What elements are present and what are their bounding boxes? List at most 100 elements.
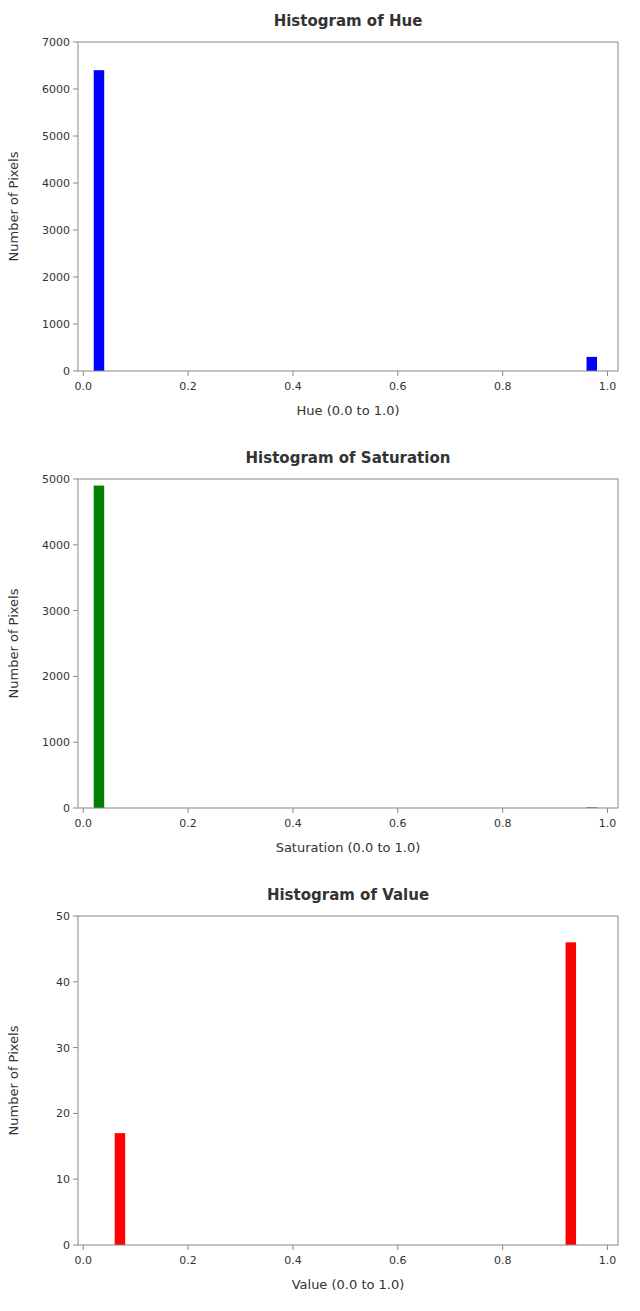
y-tick-label: 2000 [42,271,70,284]
y-tick-label: 0 [63,1239,70,1252]
y-tick [73,1047,78,1048]
x-tick [83,808,84,813]
x-tick [397,371,398,376]
x-tick [502,808,503,813]
x-tick-label: 0.4 [284,380,302,393]
x-tick-label: 0.0 [74,380,92,393]
y-tick-label: 3000 [42,224,70,237]
histogram-bar [94,486,104,808]
x-tick [607,808,608,813]
y-tick-label: 1000 [42,736,70,749]
y-tick [73,981,78,982]
y-axis-label: Number of Pixels [6,151,21,261]
title: Histogram of Saturation [246,449,451,467]
x-tick-label: 0.4 [284,817,302,830]
y-tick [73,1245,78,1246]
x-tick [292,371,293,376]
y-tick [73,610,78,611]
y-axis-label: Number of Pixels [6,1025,21,1135]
x-tick-label: 0.0 [74,1254,92,1267]
x-tick [502,1245,503,1250]
y-tick-label: 6000 [42,83,70,96]
x-axis-label: Hue (0.0 to 1.0) [297,403,400,418]
y-tick [73,916,78,917]
title: Histogram of Value [267,886,429,904]
plot-frame [78,42,618,371]
bars [115,942,576,1245]
y-tick-label: 2000 [42,670,70,683]
y-tick [73,1179,78,1180]
bars [94,70,597,371]
x-axis-label: Saturation (0.0 to 1.0) [276,840,421,855]
y-tick-label: 5000 [42,130,70,143]
x-tick [83,371,84,376]
bars [94,486,597,808]
y-tick-label: 0 [63,365,70,378]
y-tick [73,544,78,545]
x-tick [292,808,293,813]
figure: Histogram of Hue0.00.20.40.60.81.0010002… [0,0,640,1311]
x-tick-label: 0.2 [179,380,197,393]
y-tick-label: 3000 [42,605,70,618]
y-tick [73,808,78,809]
plot-frame [78,479,618,808]
y-tick [73,42,78,43]
y-axis-label: Number of Pixels [6,588,21,698]
x-tick [607,1245,608,1250]
y-tick [73,89,78,90]
x-tick-label: 0.2 [179,817,197,830]
histogram-bar [115,1133,125,1245]
x-tick [188,1245,189,1250]
x-tick-label: 0.2 [179,1254,197,1267]
x-tick [397,1245,398,1250]
x-tick-label: 0.6 [389,380,407,393]
y-tick [73,479,78,480]
y-tick [73,676,78,677]
y-tick-label: 10 [56,1173,70,1186]
x-tick [607,371,608,376]
x-tick [188,371,189,376]
x-tick-label: 0.8 [494,817,512,830]
y-tick [73,277,78,278]
histogram-bar [94,70,104,371]
x-tick [292,1245,293,1250]
y-tick-label: 40 [56,976,70,989]
x-axis-label: Value (0.0 to 1.0) [292,1277,405,1292]
y-tick-label: 7000 [42,36,70,49]
y-tick-label: 20 [56,1107,70,1120]
x-tick-label: 1.0 [599,1254,617,1267]
x-tick-label: 1.0 [599,817,617,830]
y-tick-label: 50 [56,910,70,923]
panel: Histogram of Saturation 0.0 0.2 0.4 0.6 0.8 1.… [6,449,618,855]
y-tick-label: 1000 [42,318,70,331]
x-tick [502,371,503,376]
x-tick-label: 1.0 [599,380,617,393]
y-tick [73,230,78,231]
x-tick-label: 0.8 [494,380,512,393]
y-tick-label: 0 [63,802,70,815]
y-tick [73,136,78,137]
histogram-bar [566,942,576,1245]
y-tick [73,183,78,184]
y-tick-label: 30 [56,1042,70,1055]
x-tick [188,808,189,813]
panel: Histogram of Hue 0.0 0.2 0.4 0.6 0.8 1.0 0 1000 2… [6,12,618,418]
x-tick-label: 0.0 [74,817,92,830]
y-tick-label: 5000 [42,473,70,486]
x-tick-label: 0.8 [494,1254,512,1267]
x-tick-label: 0.6 [389,817,407,830]
histogram-bar [587,357,597,371]
title: Histogram of Hue [274,12,423,30]
y-tick [73,742,78,743]
x-tick-label: 0.4 [284,1254,302,1267]
y-tick-label: 4000 [42,539,70,552]
y-tick [73,371,78,372]
plot-frame [78,916,618,1245]
x-tick-label: 0.6 [389,1254,407,1267]
panel: Histogram of Value 0.0 0.2 0.4 0.6 0.8 1.0 0 10 2… [6,886,618,1292]
x-tick [397,808,398,813]
x-tick [83,1245,84,1250]
y-tick [73,1113,78,1114]
y-tick [73,324,78,325]
y-tick-label: 4000 [42,177,70,190]
